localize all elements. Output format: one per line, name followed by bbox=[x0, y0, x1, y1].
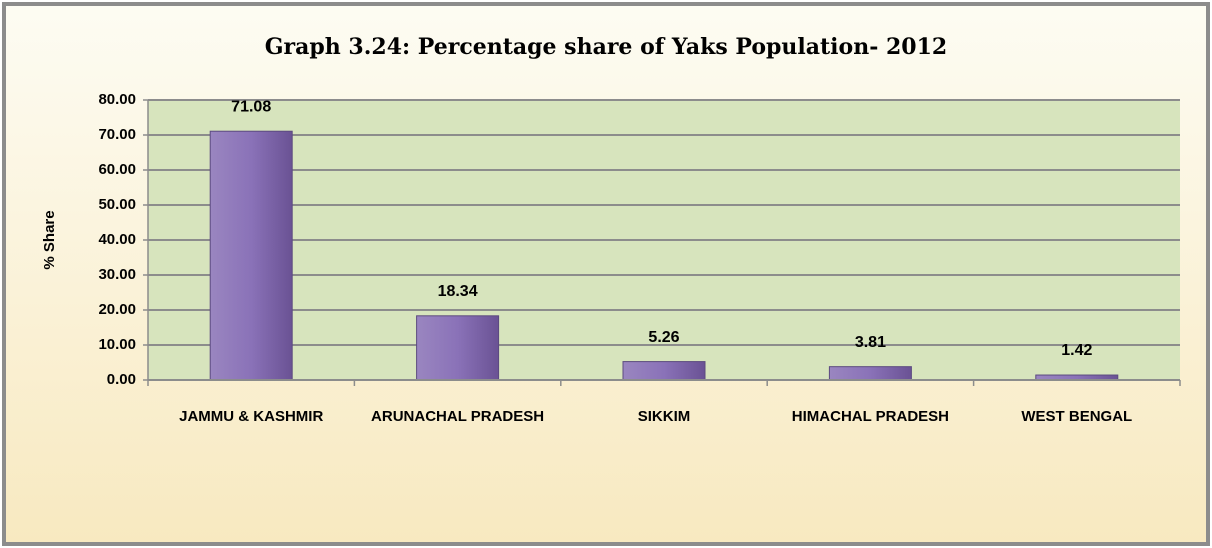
bar bbox=[416, 315, 500, 381]
value-label: 1.42 bbox=[1061, 342, 1092, 359]
y-tick-label: 60.00 bbox=[98, 161, 136, 178]
value-label: 3.81 bbox=[855, 334, 886, 351]
y-tick-label: 80.00 bbox=[98, 91, 136, 108]
value-label: 71.08 bbox=[231, 98, 271, 115]
x-tick-label: WEST BENGAL bbox=[1021, 408, 1132, 425]
bar bbox=[828, 366, 912, 381]
x-tick-label: JAMMU & KASHMIR bbox=[179, 408, 323, 425]
x-tick-label: HIMACHAL PRADESH bbox=[792, 408, 949, 425]
y-tick-label: 20.00 bbox=[98, 301, 136, 318]
y-tick-label: 40.00 bbox=[98, 231, 136, 248]
x-tick-label: SIKKIM bbox=[638, 408, 691, 425]
y-tick-label: 10.00 bbox=[98, 336, 136, 353]
y-tick-label: 50.00 bbox=[98, 196, 136, 213]
y-tick-label: 70.00 bbox=[98, 126, 136, 143]
value-label: 5.26 bbox=[648, 329, 679, 346]
y-tick-label: 0.00 bbox=[107, 371, 136, 388]
bar bbox=[622, 361, 706, 381]
chart-title: Graph 3.24: Percentage share of Yaks Pop… bbox=[265, 34, 947, 60]
x-tick-label: ARUNACHAL PRADESH bbox=[371, 408, 544, 425]
value-label: 18.34 bbox=[438, 283, 478, 300]
y-tick-label: 30.00 bbox=[98, 266, 136, 283]
bar bbox=[209, 130, 293, 381]
y-axis-label: % Share bbox=[41, 210, 58, 269]
